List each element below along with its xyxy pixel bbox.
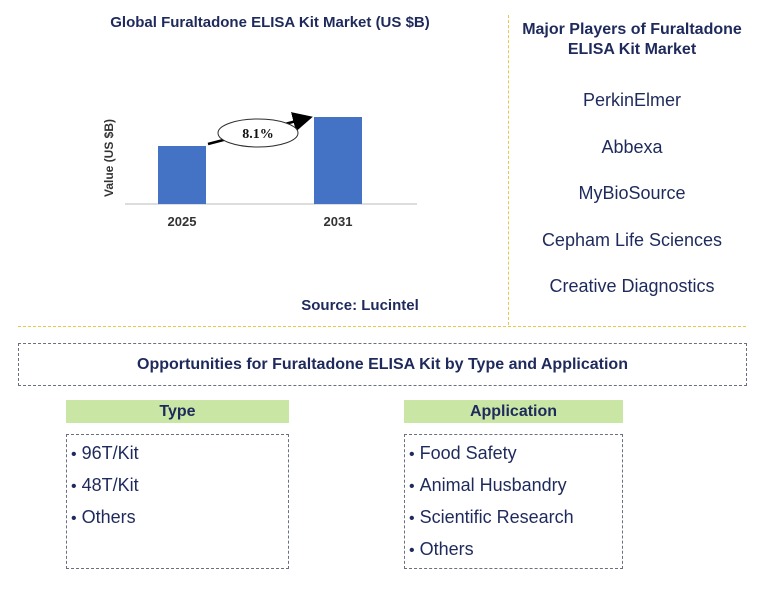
chart-title: Global Furaltadone ELISA Kit Market (US … [110,14,430,31]
player-item: Creative Diagnostics [549,276,715,296]
application-header: Application [404,400,623,423]
player-item: PerkinElmer [582,90,682,110]
application-list-box: Food Safety Animal Husbandry Scientific … [404,434,623,569]
bar-chart: Value (US $B) 2025 2031 8.1% [102,112,417,229]
y-axis-label: Value (US $B) [102,119,116,197]
application-item: Animal Husbandry [409,470,618,502]
cagr-bubble [217,118,299,148]
x-tick-label: 2031 [324,214,353,229]
player-item: Cepham Life Sciences [541,229,723,250]
type-item: Others [71,502,284,534]
application-item: Scientific Research [409,502,618,534]
application-item: Food Safety [409,438,618,470]
players-list: PerkinElmer Abbexa MyBioSource Cepham Li… [512,90,752,323]
type-item: 96T/Kit [71,438,284,470]
type-header: Type [66,400,289,423]
horizontal-divider [18,326,746,327]
source-label: Source: Lucintel [301,297,419,314]
type-item: 48T/Kit [71,470,284,502]
opportunities-title: Opportunities for Furaltadone ELISA Kit … [18,343,747,386]
application-item: Others [409,534,618,566]
bar-2031 [314,117,362,204]
cagr-label: 8.1% [242,127,274,142]
x-tick-label: 2025 [168,214,197,229]
player-item: MyBioSource [578,183,686,203]
players-title: Major Players of Furaltadone ELISA Kit M… [522,21,742,58]
vertical-divider [508,15,509,325]
bar-2025 [158,146,206,204]
type-list-box: 96T/Kit 48T/Kit Others [66,434,289,569]
player-item: Abbexa [601,136,663,157]
